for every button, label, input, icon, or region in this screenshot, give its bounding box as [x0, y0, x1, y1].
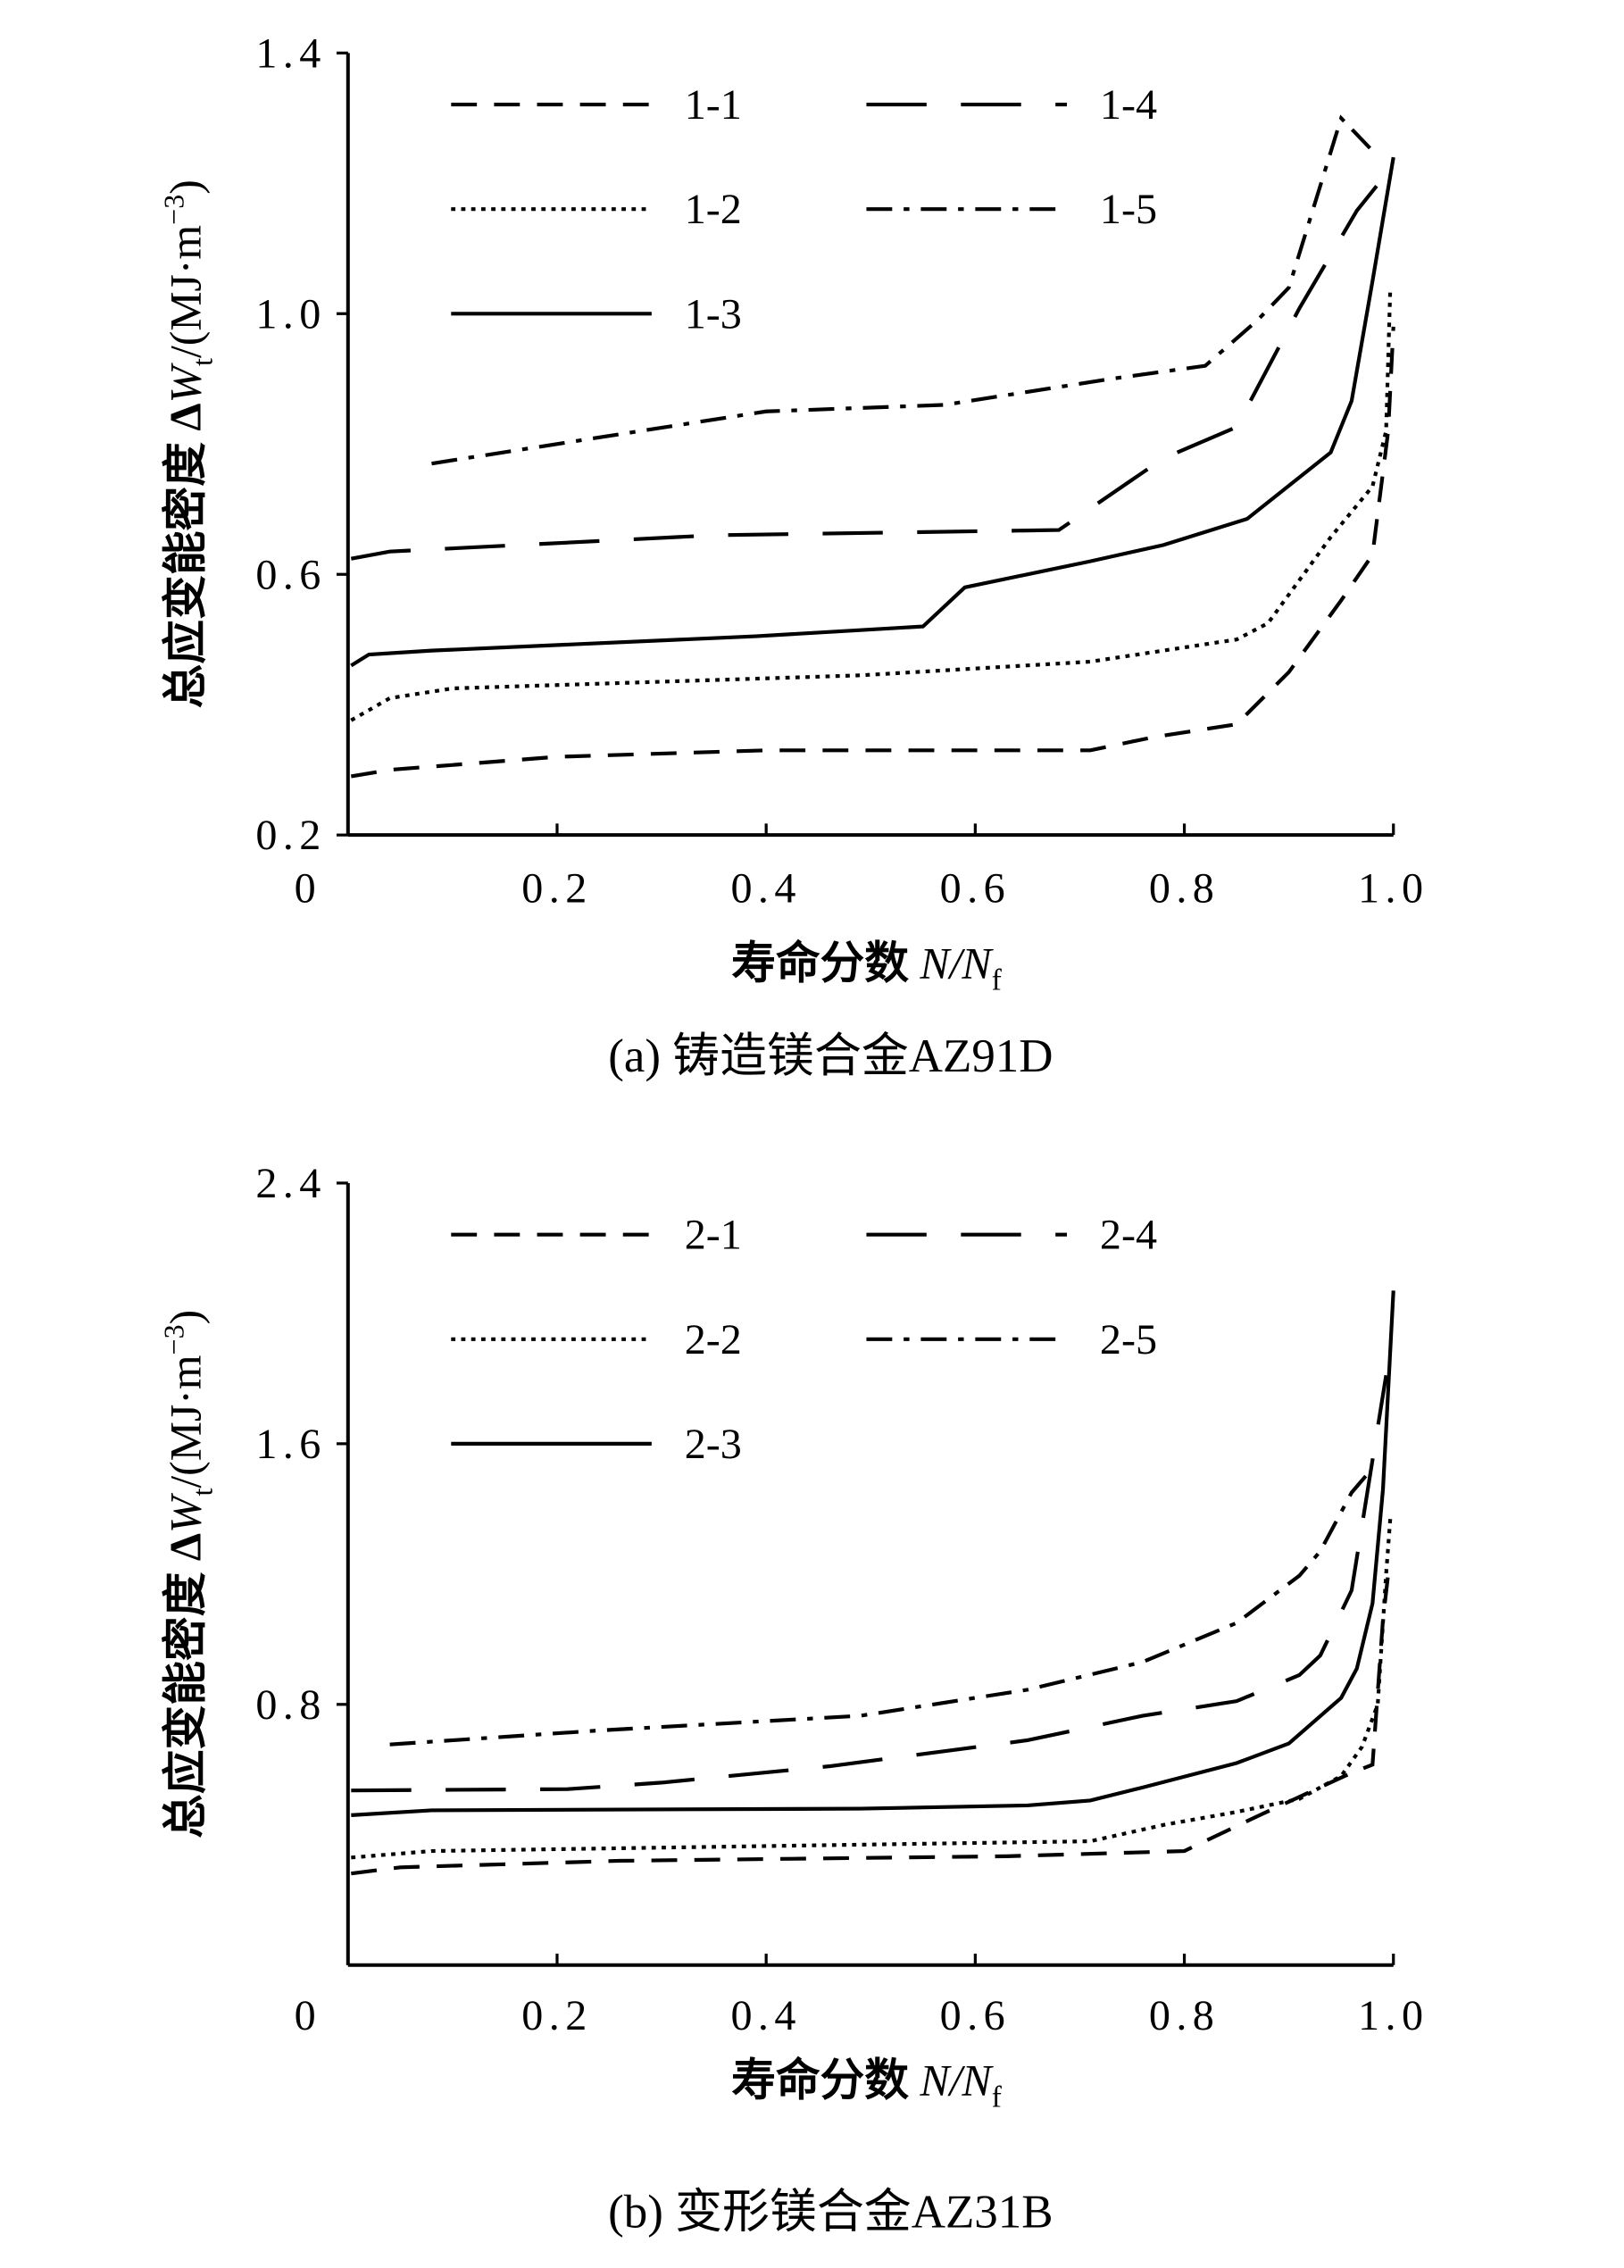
- x-label-sub: f: [992, 963, 1003, 996]
- y-tick-label: 0.2: [255, 812, 326, 859]
- legend-label: 1-1: [685, 81, 742, 129]
- x-tick-label: 0.8: [1149, 1992, 1220, 2039]
- x-tick-label: 1.0: [1358, 865, 1428, 913]
- y-label-unit: /(MJ·m: [162, 1355, 211, 1488]
- series-line: [351, 1290, 1395, 1817]
- x-tick-label: 0.2: [521, 1992, 592, 2039]
- x-tick-label: 0.6: [940, 865, 1011, 913]
- y-label-sup: −3: [157, 1324, 189, 1355]
- x-axis-label: 寿命分数 N/Nf: [731, 938, 1002, 997]
- chart: 0.8 1.6 2.4 0 0.2 0.4 0.6 0.8 1.0 寿命分数 N/Nf 总应变能密度…: [157, 1160, 1428, 2238]
- y-tick-label: 1.4: [255, 29, 326, 77]
- x-tick-label: 0.6: [940, 1992, 1011, 2039]
- legend-label: 2-3: [685, 1421, 742, 1468]
- legend-label: 1-2: [685, 186, 742, 233]
- x-tick-label: 0.8: [1149, 865, 1220, 913]
- y-label-text: 总应变能密度 Δ: [162, 403, 211, 708]
- y-label-close: ): [162, 179, 211, 195]
- x-tick-label: 0: [295, 865, 321, 913]
- legend-label: 1-5: [1100, 186, 1157, 233]
- legend-label: 1-3: [685, 290, 742, 338]
- legend-label: 2-5: [1100, 1316, 1157, 1363]
- y-label-sup: −3: [157, 195, 189, 225]
- series-line: [431, 114, 1374, 466]
- legend-label: 2-2: [685, 1316, 742, 1363]
- y-label-close: ): [162, 1310, 211, 1325]
- series-line: [351, 1518, 1393, 1860]
- x-tick-label: 0.4: [730, 1992, 801, 2039]
- y-label-text: 总应变能密度 Δ: [162, 1533, 211, 1839]
- x-tick-label: 0.2: [521, 865, 592, 913]
- x-label-sub: f: [992, 2081, 1003, 2114]
- series-line: [350, 170, 1390, 561]
- x-label-var: N/N: [919, 939, 994, 988]
- y-label-sub: t: [186, 358, 218, 366]
- caption: (a) 铸造镁合金AZ91D: [608, 1030, 1053, 1082]
- series-line: [351, 1374, 1388, 1793]
- x-tick-label: 0.4: [730, 865, 801, 913]
- series-line: [350, 288, 1393, 722]
- y-label-unit: /(MJ·m: [162, 225, 211, 358]
- y-axis-label: 总应变能密度 ΔWt/(MJ·m−3): [157, 1310, 218, 1839]
- x-tick-label: 0: [295, 1992, 321, 2039]
- x-label-text: 寿命分数: [731, 2055, 920, 2105]
- y-tick-label: 0.6: [255, 551, 326, 598]
- y-tick-label: 0.8: [255, 1681, 326, 1729]
- y-axis-label: 总应变能密度 ΔWt/(MJ·m−3): [157, 179, 218, 708]
- caption: (b) 变形镁合金AZ31B: [608, 2186, 1053, 2238]
- y-tick-label: 2.4: [255, 1160, 326, 1207]
- legend-label: 2-1: [685, 1212, 742, 1259]
- y-label-var: W: [162, 362, 211, 403]
- y-tick-label: 1.6: [255, 1421, 326, 1468]
- series-line: [389, 1466, 1374, 1747]
- x-axis-label: 寿命分数 N/Nf: [731, 2055, 1002, 2114]
- legend-label: 2-4: [1100, 1212, 1157, 1259]
- series-line: [351, 1573, 1390, 1876]
- y-label-sub: t: [186, 1488, 218, 1497]
- x-tick-label: 1.0: [1358, 1992, 1428, 2039]
- legend-label: 1-4: [1100, 81, 1157, 129]
- series-line: [350, 326, 1395, 779]
- chart: 0.2 0.6 1.0 1.4 0 0.2 0.4 0.6 0.8 1.0 寿命分数 N/Nf 总应变…: [157, 29, 1428, 1082]
- x-label-var: N/N: [919, 2056, 994, 2105]
- y-label-var: W: [162, 1492, 211, 1533]
- x-label-text: 寿命分数: [731, 938, 920, 988]
- series-line: [350, 156, 1395, 668]
- y-tick-label: 1.0: [255, 290, 326, 338]
